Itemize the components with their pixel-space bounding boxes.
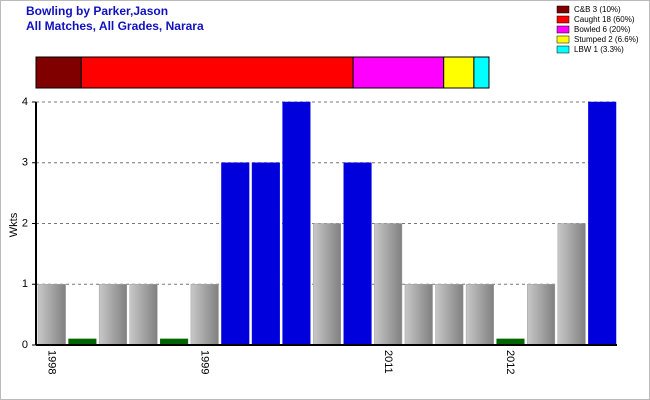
bar <box>343 162 372 346</box>
x-tick-label: 2012 <box>504 350 516 374</box>
share-segment <box>352 56 445 89</box>
legend-swatch <box>556 25 570 34</box>
bar <box>129 284 158 346</box>
legend-label: Stumped 2 (6.6%) <box>574 35 639 44</box>
y-tick-label: 2 <box>22 217 28 229</box>
share-segment <box>35 56 82 89</box>
y-tick-label: 3 <box>22 157 28 169</box>
bar <box>527 284 556 346</box>
bar <box>251 162 280 346</box>
bar <box>37 284 66 346</box>
legend-label: C&B 3 (10%) <box>574 5 621 14</box>
bar <box>435 284 464 346</box>
share-segment <box>80 56 354 89</box>
y-tick-label: 1 <box>22 278 28 290</box>
bar <box>221 162 250 346</box>
legend-swatch <box>556 45 570 54</box>
bar <box>557 223 586 346</box>
bar <box>404 284 433 346</box>
legend-label: LBW 1 (3.3%) <box>574 45 624 54</box>
legend-label: Caught 18 (60%) <box>574 15 635 24</box>
legend-swatch <box>556 15 570 24</box>
bar <box>374 223 403 346</box>
x-tick-label: 2011 <box>382 350 394 374</box>
y-tick-label: 4 <box>22 96 28 108</box>
bar <box>312 223 342 346</box>
bar <box>98 284 127 346</box>
share-segment <box>473 56 490 89</box>
bar <box>282 101 311 346</box>
bar <box>190 284 219 346</box>
share-segment <box>443 56 475 89</box>
bar <box>465 284 494 346</box>
bar <box>588 101 617 346</box>
y-tick-label: 0 <box>22 339 28 351</box>
legend-swatch <box>556 5 570 14</box>
y-axis-label: Wkts <box>8 212 20 237</box>
legend-label: Bowled 6 (20%) <box>574 25 631 34</box>
x-tick-label: 1998 <box>45 350 57 374</box>
legend-swatch <box>556 35 570 44</box>
x-tick-label: 1999 <box>198 350 210 374</box>
chart-subtitle: All Matches, All Grades, Narara <box>26 19 204 33</box>
chart-title: Bowling by Parker,Jason <box>26 4 168 18</box>
